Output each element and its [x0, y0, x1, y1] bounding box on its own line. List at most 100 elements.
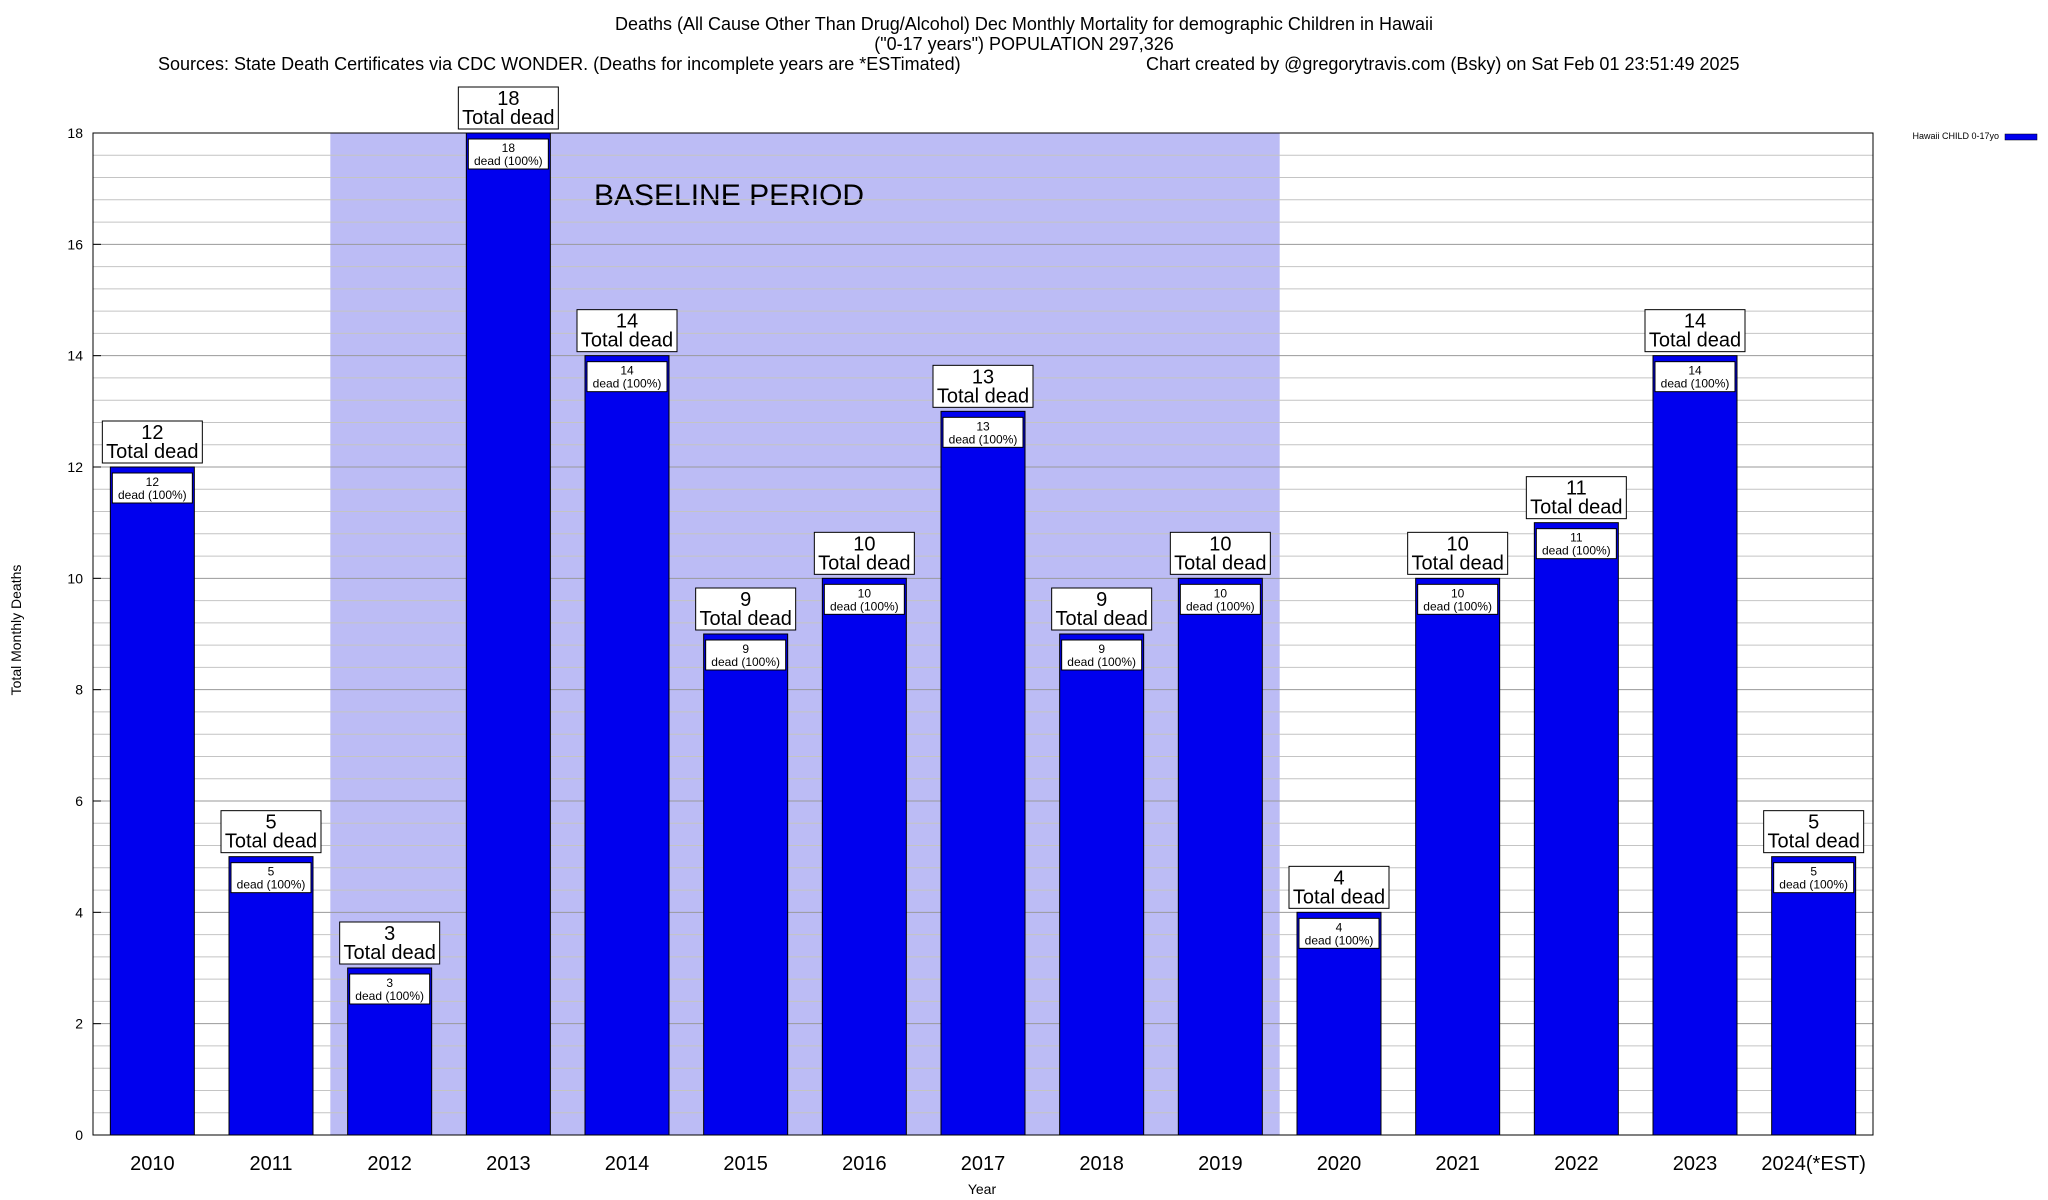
bar-inner-value: 5	[1810, 865, 1817, 879]
x-tick-label: 2023	[1673, 1153, 1718, 1175]
bar-total-value: 14	[616, 311, 638, 333]
bar-total-label: Total dead	[1056, 608, 1148, 630]
bar-total-value: 5	[265, 812, 276, 834]
bar	[1059, 633, 1145, 1136]
bar-total-label: Total dead	[344, 942, 436, 964]
plot-frame	[92, 132, 1874, 1136]
bar-inner-label: dead (100%)	[830, 599, 899, 613]
y-tick-label: 0	[75, 1127, 83, 1143]
bar-inner-label-box	[1179, 583, 1261, 615]
bar-inner-value: 10	[1451, 586, 1465, 600]
bar	[940, 410, 1026, 1136]
bar-total-label-box	[813, 531, 915, 575]
bar-inner-label-box	[1061, 639, 1143, 671]
bar-inner-label-box	[1417, 583, 1499, 615]
chart-title: Deaths (All Cause Other Than Drug/Alcoho…	[615, 14, 1433, 34]
bar-total-value: 10	[1209, 533, 1231, 555]
bar-inner-label: dead (100%)	[1305, 933, 1374, 947]
bar-total-label-box	[1763, 810, 1865, 854]
bar-total-value: 10	[1447, 533, 1469, 555]
x-tick-label: 2020	[1317, 1153, 1362, 1175]
bar-total-label-box	[457, 86, 559, 130]
bar-inner-label: dead (100%)	[1423, 599, 1492, 613]
x-ticks-layer: 2010 2011 2012 2013 2014 2015 2016 2017 2018 2019…	[130, 1153, 1866, 1175]
bar-inner-label: dead (100%)	[593, 377, 662, 391]
bar-inner-value: 9	[1098, 642, 1105, 656]
y-tick-label: 2	[75, 1016, 83, 1032]
x-tick-label: 2022	[1554, 1153, 1599, 1175]
bar-total-label: Total dead	[1649, 330, 1741, 352]
bar-total-label-box	[339, 921, 441, 965]
bar-inner-label: dead (100%)	[1542, 544, 1611, 558]
bar-total-label-box	[1525, 476, 1627, 520]
bar-inner-label: dead (100%)	[1186, 599, 1255, 613]
y-tick-label: 16	[67, 236, 83, 252]
bar-inner-value: 10	[858, 586, 872, 600]
x-tick-label: 2018	[1079, 1153, 1124, 1175]
bar-total-label: Total dead	[462, 107, 554, 129]
x-tick-label: 2010	[130, 1153, 175, 1175]
bar-inner-label-box	[1654, 361, 1736, 393]
bar-inner-value: 14	[1688, 364, 1702, 378]
bar-inner-label-box	[823, 583, 905, 615]
bar-total-label: Total dead	[700, 608, 792, 630]
bar-inner-label: dead (100%)	[355, 989, 424, 1003]
bar-total-value: 14	[1684, 311, 1706, 333]
bar	[703, 633, 789, 1136]
bar-total-label-box	[101, 420, 203, 464]
bar	[228, 856, 314, 1136]
bar-total-value: 9	[1096, 589, 1107, 611]
x-tick-label: 2019	[1198, 1153, 1243, 1175]
bar	[1415, 577, 1501, 1136]
y-tick-label: 8	[75, 682, 83, 698]
bar-inner-value: 11	[1570, 531, 1583, 545]
bar	[1177, 577, 1263, 1136]
bar-total-label: Total dead	[225, 831, 317, 853]
bar-inner-label: dead (100%)	[237, 878, 306, 892]
bar-total-value: 11	[1566, 478, 1587, 500]
bar-total-label: Total dead	[1768, 831, 1860, 853]
bar	[1296, 911, 1382, 1136]
bar-inner-value: 5	[268, 865, 275, 879]
bar-inner-label-box	[467, 138, 549, 170]
x-tick-label: 2015	[723, 1153, 768, 1175]
bar-total-label-box	[576, 309, 678, 353]
bar	[1771, 856, 1857, 1136]
bar-total-label: Total dead	[818, 552, 910, 574]
bar-total-label: Total dead	[1293, 886, 1385, 908]
bar-inner-label: dead (100%)	[474, 154, 543, 168]
bar-total-value: 4	[1333, 867, 1344, 889]
x-axis-label: Year	[968, 1181, 997, 1197]
bar	[1533, 522, 1619, 1136]
bar-total-value: 10	[853, 533, 875, 555]
bar-total-label: Total dead	[1530, 497, 1622, 519]
bar-total-label-box	[1051, 587, 1153, 631]
bar-inner-value: 13	[976, 419, 990, 433]
chart-credit: Chart created by @gregorytravis.com (Bsk…	[1146, 54, 1740, 74]
x-tick-label: 2021	[1435, 1153, 1480, 1175]
y-tick-label: 4	[75, 904, 83, 920]
bar-total-value: 12	[141, 422, 163, 444]
x-tick-label: 2024(*EST)	[1761, 1153, 1866, 1175]
bar-inner-value: 14	[620, 364, 634, 378]
bar	[109, 466, 195, 1136]
bar-inner-value: 10	[1214, 586, 1228, 600]
bar-inner-label-box	[230, 862, 312, 894]
bar-inner-value: 18	[502, 141, 516, 155]
y-tick-label: 18	[67, 125, 83, 141]
bar-total-value: 18	[497, 88, 519, 110]
y-tick-label: 14	[67, 348, 83, 364]
bar-inner-value: 4	[1336, 920, 1343, 934]
legend-label: Hawaii CHILD 0-17yo	[1912, 131, 1999, 141]
bar	[821, 577, 907, 1136]
bar-total-label: Total dead	[581, 330, 673, 352]
bar-inner-label: dead (100%)	[949, 432, 1018, 446]
bar-inner-label: dead (100%)	[1661, 377, 1730, 391]
bar-total-label-box	[932, 364, 1034, 408]
chart-source: Sources: State Death Certificates via CD…	[158, 54, 961, 74]
x-tick-label: 2011	[249, 1153, 292, 1175]
bar-inner-label: dead (100%)	[118, 488, 187, 502]
y-tick-label: 10	[67, 570, 83, 586]
y-tick-label: 6	[75, 793, 83, 809]
